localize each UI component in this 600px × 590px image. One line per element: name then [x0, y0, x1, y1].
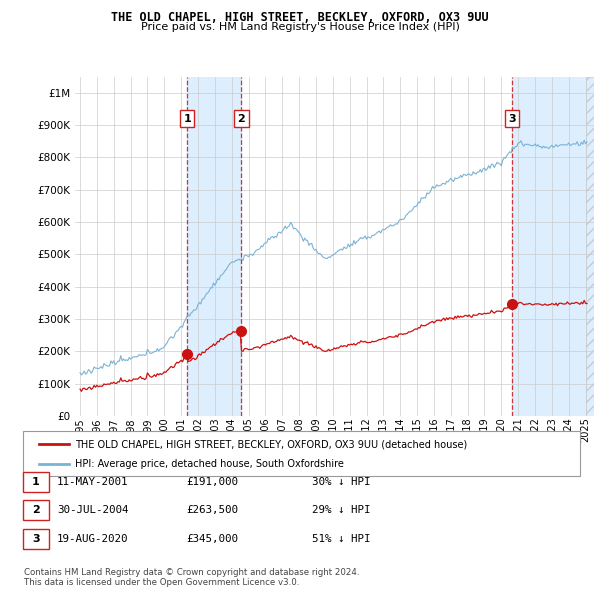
Text: 51% ↓ HPI: 51% ↓ HPI — [312, 534, 371, 543]
Text: £345,000: £345,000 — [186, 534, 238, 543]
Text: 2: 2 — [238, 114, 245, 124]
Text: 1: 1 — [32, 477, 40, 487]
Text: 11-MAY-2001: 11-MAY-2001 — [57, 477, 128, 487]
Text: 3: 3 — [508, 114, 516, 124]
Text: Price paid vs. HM Land Registry's House Price Index (HPI): Price paid vs. HM Land Registry's House … — [140, 22, 460, 32]
Text: 30-JUL-2004: 30-JUL-2004 — [57, 506, 128, 515]
Text: 1: 1 — [184, 114, 191, 124]
Text: 30% ↓ HPI: 30% ↓ HPI — [312, 477, 371, 487]
Text: This data is licensed under the Open Government Licence v3.0.: This data is licensed under the Open Gov… — [24, 578, 299, 587]
Text: 19-AUG-2020: 19-AUG-2020 — [57, 534, 128, 543]
Bar — [187, 77, 241, 416]
Bar — [586, 77, 594, 416]
Text: THE OLD CHAPEL, HIGH STREET, BECKLEY, OXFORD, OX3 9UU: THE OLD CHAPEL, HIGH STREET, BECKLEY, OX… — [111, 11, 489, 24]
Text: 3: 3 — [32, 534, 40, 543]
Text: Contains HM Land Registry data © Crown copyright and database right 2024.: Contains HM Land Registry data © Crown c… — [24, 568, 359, 577]
Text: THE OLD CHAPEL, HIGH STREET, BECKLEY, OXFORD, OX3 9UU (detached house): THE OLD CHAPEL, HIGH STREET, BECKLEY, OX… — [75, 440, 467, 449]
Text: 2: 2 — [32, 506, 40, 515]
Text: HPI: Average price, detached house, South Oxfordshire: HPI: Average price, detached house, Sout… — [75, 460, 344, 469]
Bar — [512, 77, 594, 416]
Text: £191,000: £191,000 — [186, 477, 238, 487]
Text: £263,500: £263,500 — [186, 506, 238, 515]
Text: 29% ↓ HPI: 29% ↓ HPI — [312, 506, 371, 515]
